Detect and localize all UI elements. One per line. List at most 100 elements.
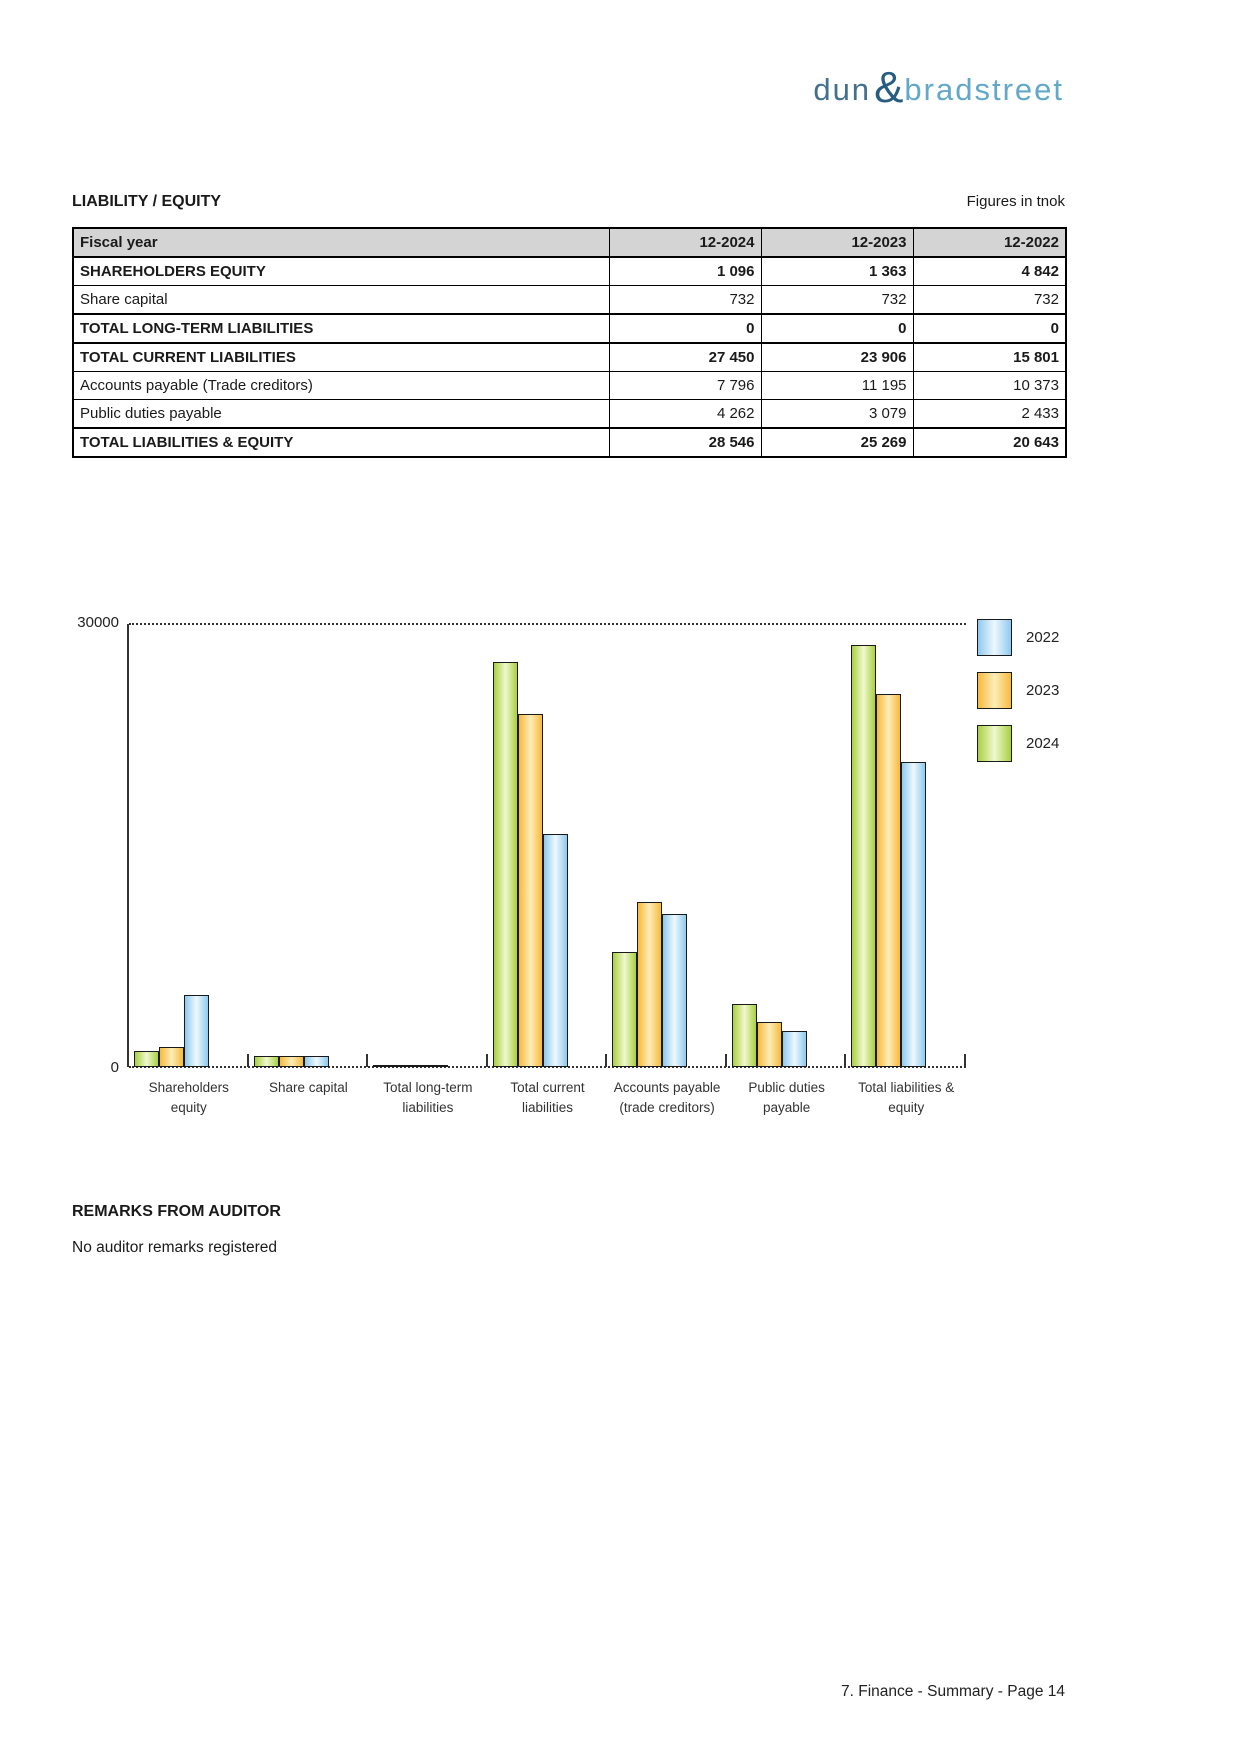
- legend-item-2022: 2022: [977, 619, 1059, 656]
- category-label-line: liabilities: [402, 1100, 454, 1115]
- category-label-line: equity: [888, 1100, 925, 1115]
- y-axis-tick-label: 0: [110, 1059, 119, 1076]
- page-footer: 7. Finance - Summary - Page 14: [841, 1683, 1065, 1700]
- x-axis-baseline: [129, 1066, 966, 1068]
- legend-label: 2023: [1026, 682, 1060, 699]
- legend-swatch-2023: [977, 672, 1012, 709]
- chart-legend: 2022 2023 2024: [977, 619, 1059, 778]
- table-row: Share capital 732 732 732: [72, 285, 1067, 315]
- bar-2024: [134, 1051, 159, 1067]
- dun-and-bradstreet-logo: dun & bradstreet: [813, 63, 1064, 112]
- legend-label: 2022: [1026, 629, 1060, 646]
- row-value: 0: [912, 313, 1067, 344]
- logo-text-bradstreet: bradstreet: [904, 71, 1064, 107]
- bar-2022: [901, 762, 927, 1067]
- row-value: 15 801: [912, 342, 1067, 372]
- liability-equity-table: Fiscal year 12-2024 12-2023 12-2022 SHAR…: [72, 227, 1067, 458]
- bar-2023: [159, 1047, 184, 1067]
- bar-2024: [731, 1004, 757, 1067]
- category-label-line: Shareholders: [148, 1080, 229, 1095]
- bar-2023: [278, 1056, 304, 1067]
- row-value: 4 262: [608, 399, 762, 429]
- category-label: Shareholders equity: [129, 1078, 249, 1118]
- category-label-line: Total long-term: [383, 1080, 473, 1095]
- logo-ampersand-icon: &: [874, 63, 904, 112]
- bar-2024: [492, 662, 518, 1067]
- category-label: Share capital: [249, 1078, 369, 1098]
- row-value: 20 643: [912, 427, 1067, 458]
- row-value: 0: [608, 313, 762, 344]
- finance-table-body: Fiscal year 12-2024 12-2023 12-2022 SHAR…: [72, 227, 1067, 458]
- category-label: Total long-term liabilities: [368, 1078, 488, 1118]
- row-value: 23 906: [760, 342, 914, 372]
- category-label-line: (trade creditors): [619, 1100, 715, 1115]
- row-value: 25 269: [760, 427, 914, 458]
- legend-swatch-2024: [977, 725, 1012, 762]
- row-value: 3 079: [760, 399, 914, 429]
- remarks-heading: REMARKS FROM AUDITOR: [72, 1203, 281, 1220]
- category-label-line: Total current: [510, 1080, 585, 1095]
- bar-2023: [637, 902, 663, 1067]
- category-label-line: equity: [170, 1100, 207, 1115]
- zero-value-bar: [373, 1065, 449, 1067]
- category-label-line: payable: [762, 1100, 811, 1115]
- category-boundary-tick: [485, 1054, 488, 1067]
- table-header-row: Fiscal year 12-2024 12-2023 12-2022: [72, 227, 1067, 258]
- liability-equity-bar-chart: 30000 0 Shareholders equity Share capital T…: [77, 614, 966, 1115]
- section-title: LIABILITY / EQUITY: [72, 193, 222, 210]
- table-row: TOTAL LIABILITIES & EQUITY 28 546 25 269 20…: [72, 427, 1067, 458]
- row-label: TOTAL LONG-TERM LIABILITIES: [72, 313, 610, 344]
- table-row: TOTAL LONG-TERM LIABILITIES 0 0 0: [72, 313, 1067, 344]
- row-label: TOTAL CURRENT LIABILITIES: [72, 342, 610, 372]
- column-header: 12-2023: [760, 227, 914, 258]
- row-value: 732: [912, 285, 1067, 315]
- category-label: Accounts payable (trade creditors): [607, 1078, 727, 1118]
- row-value: 28 546: [608, 427, 762, 458]
- logo-text-dun: dun: [813, 71, 872, 107]
- category-label-line: Accounts payable: [613, 1080, 721, 1095]
- legend-item-2024: 2024: [977, 725, 1059, 762]
- bar-2023: [517, 714, 543, 1067]
- row-value: 732: [760, 285, 914, 315]
- column-header: 12-2024: [608, 227, 762, 258]
- row-value: 27 450: [608, 342, 762, 372]
- legend-item-2023: 2023: [977, 672, 1059, 709]
- bar-2022: [781, 1031, 807, 1067]
- category-boundary-tick: [724, 1054, 727, 1067]
- category-boundary-tick: [366, 1054, 369, 1067]
- category-label-line: Public duties: [748, 1080, 825, 1095]
- bar-2023: [756, 1022, 782, 1067]
- row-value: 7 796: [608, 371, 762, 400]
- bar-2023: [876, 694, 902, 1067]
- row-value: 4 842: [912, 256, 1067, 286]
- category-label: Total current liabilities: [488, 1078, 608, 1118]
- row-label: Public duties payable: [72, 399, 610, 429]
- bar-2022: [542, 834, 568, 1067]
- row-value: 1 363: [760, 256, 914, 286]
- y-axis-tick-label: 30000: [77, 614, 119, 631]
- category-boundary-tick: [605, 1054, 608, 1067]
- table-row: SHAREHOLDERS EQUITY 1 096 1 363 4 842: [72, 256, 1067, 286]
- row-label: SHAREHOLDERS EQUITY: [72, 256, 610, 286]
- row-value: 1 096: [608, 256, 762, 286]
- category-label: Total liabilities & equity: [846, 1078, 966, 1118]
- row-label: Accounts payable (Trade creditors): [72, 371, 610, 400]
- row-label: TOTAL LIABILITIES & EQUITY: [72, 427, 610, 458]
- remarks-body: No auditor remarks registered: [72, 1239, 278, 1256]
- bar-2022: [662, 914, 688, 1067]
- row-value: 2 433: [912, 399, 1067, 429]
- table-row: Accounts payable (Trade creditors) 7 796 1…: [72, 371, 1067, 400]
- row-value: 0: [760, 313, 914, 344]
- category-label-line: Share capital: [268, 1080, 348, 1095]
- category-boundary-tick: [844, 1054, 847, 1067]
- row-value: 11 195: [760, 371, 914, 400]
- category-boundary-tick: [246, 1054, 249, 1067]
- units-note: Figures in tnok: [966, 193, 1065, 210]
- gridline-30000: [129, 623, 966, 625]
- bar-2022: [184, 995, 209, 1067]
- table-row: Public duties payable 4 262 3 079 2 433: [72, 399, 1067, 429]
- row-label: Share capital: [72, 285, 610, 315]
- table-row: TOTAL CURRENT LIABILITIES 27 450 23 906 15 …: [72, 342, 1067, 372]
- bar-2024: [612, 952, 638, 1067]
- section-heading-row: LIABILITY / EQUITY Figures in tnok: [72, 193, 1065, 211]
